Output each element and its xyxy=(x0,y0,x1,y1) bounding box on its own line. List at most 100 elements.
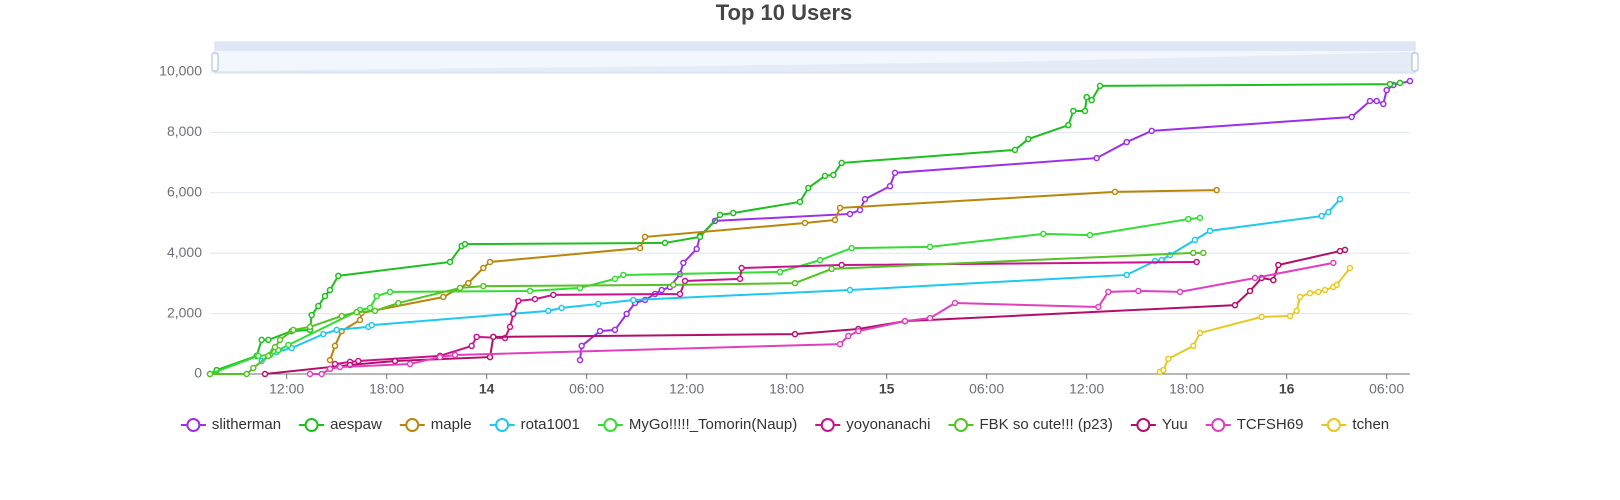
data-point xyxy=(1011,146,1019,154)
data-point xyxy=(641,233,649,241)
data-point xyxy=(1213,186,1220,194)
data-point xyxy=(1190,342,1197,350)
data-point xyxy=(473,333,480,341)
data-point xyxy=(1383,86,1390,94)
data-point xyxy=(355,357,362,365)
series-line xyxy=(1159,267,1351,373)
data-point xyxy=(315,302,322,310)
chart-title: Top 10 Users xyxy=(716,0,853,25)
legend-item[interactable]: FBK so cute!!! (p23) xyxy=(948,416,1113,433)
legend-item[interactable]: Yuu xyxy=(1130,416,1188,433)
legend-item[interactable]: MyGo!!!!!_Tomorin(Naup) xyxy=(597,416,797,433)
data-point xyxy=(1165,355,1172,363)
data-point xyxy=(1135,287,1142,295)
data-point xyxy=(630,296,637,304)
data-point xyxy=(386,288,394,296)
x-tick-label: 15 xyxy=(879,381,895,397)
data-point xyxy=(306,323,314,331)
data-zoom-slider[interactable] xyxy=(211,41,1419,74)
x-tick-label: 06:00 xyxy=(569,381,604,397)
x-tick-label: 16 xyxy=(1279,381,1295,397)
data-point xyxy=(276,336,284,344)
data-point xyxy=(1406,77,1414,85)
legend-item[interactable]: rota1001 xyxy=(489,416,580,433)
data-point xyxy=(255,352,262,360)
data-point xyxy=(1396,79,1404,87)
slider-bar[interactable] xyxy=(215,42,1415,51)
series-line xyxy=(329,189,1217,361)
legend-item[interactable]: slitherman xyxy=(180,416,281,433)
data-point xyxy=(1321,286,1329,294)
legend: slitherman aespaw maple rota1001 MyGo!!!!!_T… xyxy=(180,416,1389,433)
data-point xyxy=(1333,281,1340,289)
legend-item[interactable]: yoyonanachi xyxy=(815,416,930,433)
legend-item[interactable]: tchen xyxy=(1321,416,1389,433)
legend-label: maple xyxy=(431,416,472,433)
data-point xyxy=(926,314,934,322)
data-point xyxy=(805,184,812,192)
data-point xyxy=(738,264,745,272)
data-point xyxy=(845,332,852,340)
legend-label: MyGo!!!!!_Tomorin(Naup) xyxy=(629,416,797,433)
data-point xyxy=(545,307,552,315)
data-point xyxy=(515,297,522,305)
data-point xyxy=(1083,93,1090,101)
data-point xyxy=(356,316,364,324)
data-point xyxy=(1093,154,1100,162)
data-point xyxy=(1330,259,1337,267)
data-point xyxy=(391,357,399,365)
data-point xyxy=(1065,121,1072,129)
data-point xyxy=(1070,107,1077,115)
legend-item[interactable]: maple xyxy=(399,416,472,433)
data-point xyxy=(490,333,497,341)
data-point xyxy=(446,258,454,266)
data-point xyxy=(550,291,557,299)
data-point xyxy=(1191,236,1199,244)
data-point xyxy=(1315,288,1322,296)
legend-icon xyxy=(820,418,835,432)
data-point xyxy=(1318,212,1325,220)
y-tick-label: 6,000 xyxy=(167,184,202,200)
data-point xyxy=(1185,215,1192,223)
data-point xyxy=(461,240,469,248)
data-point xyxy=(1366,97,1374,105)
y-tick-label: 10,000 xyxy=(159,63,202,79)
data-point xyxy=(261,370,269,378)
series-line xyxy=(264,248,1346,375)
data-point xyxy=(776,268,784,276)
legend-item[interactable]: TCFSH69 xyxy=(1205,416,1304,433)
data-point xyxy=(436,353,444,361)
data-point xyxy=(1286,312,1294,320)
data-point xyxy=(1081,107,1089,115)
data-point xyxy=(856,206,864,214)
data-point xyxy=(506,323,514,331)
legend-label: yoyonanachi xyxy=(846,416,930,433)
data-point xyxy=(1105,288,1112,296)
data-point xyxy=(1200,249,1207,257)
x-tick-label: 06:00 xyxy=(969,381,1004,397)
data-point xyxy=(578,342,585,350)
data-point xyxy=(1190,249,1197,257)
slider-handle-right[interactable] xyxy=(1411,52,1419,72)
data-point xyxy=(373,292,380,300)
legend-label: rota1001 xyxy=(521,416,580,433)
data-point xyxy=(1275,261,1282,269)
legend-icon xyxy=(1326,418,1341,432)
data-point xyxy=(716,211,724,219)
legend-icon xyxy=(603,418,618,432)
x-tick-label: 06:00 xyxy=(1369,381,1404,397)
data-point xyxy=(838,159,845,167)
y-tick-label: 0 xyxy=(194,365,202,381)
slider-handle-left[interactable] xyxy=(211,52,219,72)
data-point xyxy=(1111,188,1119,196)
data-point xyxy=(1160,366,1167,374)
data-point xyxy=(611,326,619,334)
data-point xyxy=(611,275,619,283)
data-point xyxy=(696,233,704,241)
legend-item[interactable]: aespaw xyxy=(299,416,382,433)
data-point xyxy=(1206,227,1214,235)
legend-icon xyxy=(1136,418,1151,432)
data-point xyxy=(620,271,627,279)
x-tick-label: 12:00 xyxy=(1069,381,1104,397)
legend-icon xyxy=(1211,418,1226,432)
